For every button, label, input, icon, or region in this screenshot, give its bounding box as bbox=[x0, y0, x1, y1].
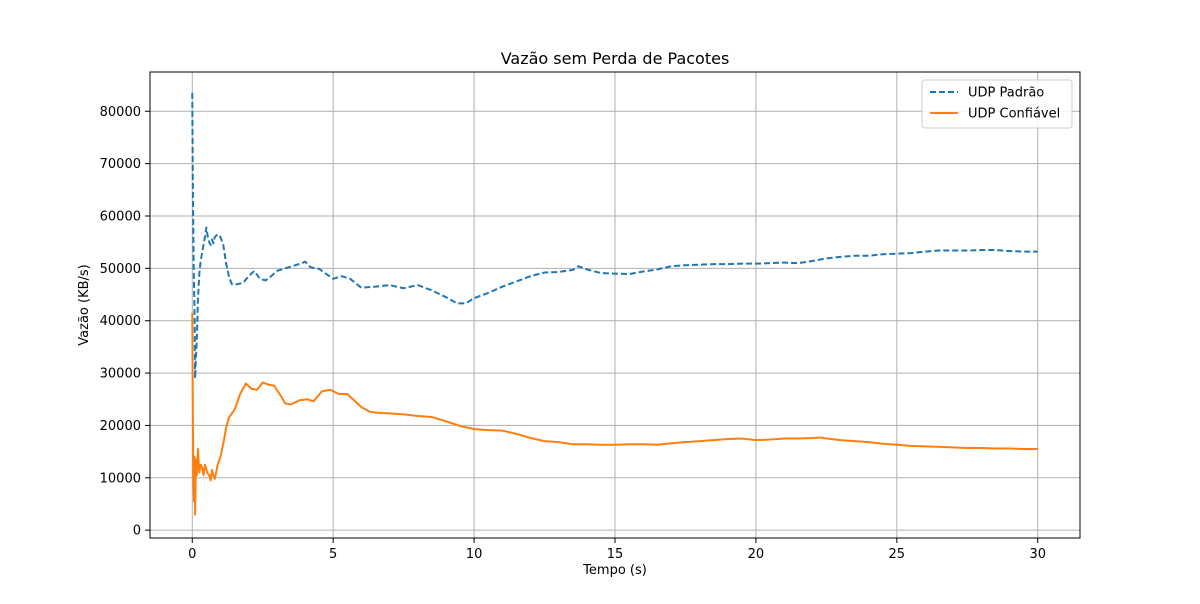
y-axis-label: Vazão (KB/s) bbox=[77, 264, 92, 345]
y-tick-label: 20000 bbox=[100, 419, 141, 434]
y-tick-label: 80000 bbox=[100, 105, 141, 120]
legend-label-udp-confiavel: UDP Confiável bbox=[968, 107, 1060, 122]
legend-label-udp-padrao: UDP Padrão bbox=[968, 86, 1044, 101]
x-tick-label: 30 bbox=[1029, 547, 1046, 562]
y-tick-label: 10000 bbox=[100, 471, 141, 486]
y-tick-label: 50000 bbox=[100, 262, 141, 277]
y-tick-label: 0 bbox=[133, 524, 141, 539]
x-axis-ticks: 0 5 10 15 20 25 30 bbox=[188, 538, 1046, 562]
x-tick-label: 10 bbox=[466, 547, 483, 562]
y-tick-label: 70000 bbox=[100, 157, 141, 172]
x-tick-label: 0 bbox=[188, 547, 196, 562]
legend: UDP Padrão UDP Confiável bbox=[921, 79, 1073, 129]
chart-title: Vazão sem Perda de Pacotes bbox=[501, 49, 730, 68]
y-axis-ticks: 0 10000 20000 30000 40000 50000 60000 70000 8000… bbox=[100, 105, 150, 539]
legend-box bbox=[921, 79, 1073, 129]
x-tick-label: 20 bbox=[748, 547, 765, 562]
y-tick-label: 40000 bbox=[100, 314, 141, 329]
series-line-udp-padrao bbox=[191, 92, 1038, 380]
y-tick-label: 60000 bbox=[100, 209, 141, 224]
x-tick-label: 15 bbox=[607, 547, 624, 562]
grid-lines bbox=[150, 72, 1080, 538]
x-axis-label: Tempo (s) bbox=[582, 563, 647, 578]
series-lines bbox=[191, 92, 1038, 516]
series-line-udp-confiavel bbox=[191, 312, 1038, 516]
y-tick-label: 30000 bbox=[100, 367, 141, 382]
x-tick-label: 5 bbox=[329, 547, 337, 562]
x-tick-label: 25 bbox=[889, 547, 906, 562]
